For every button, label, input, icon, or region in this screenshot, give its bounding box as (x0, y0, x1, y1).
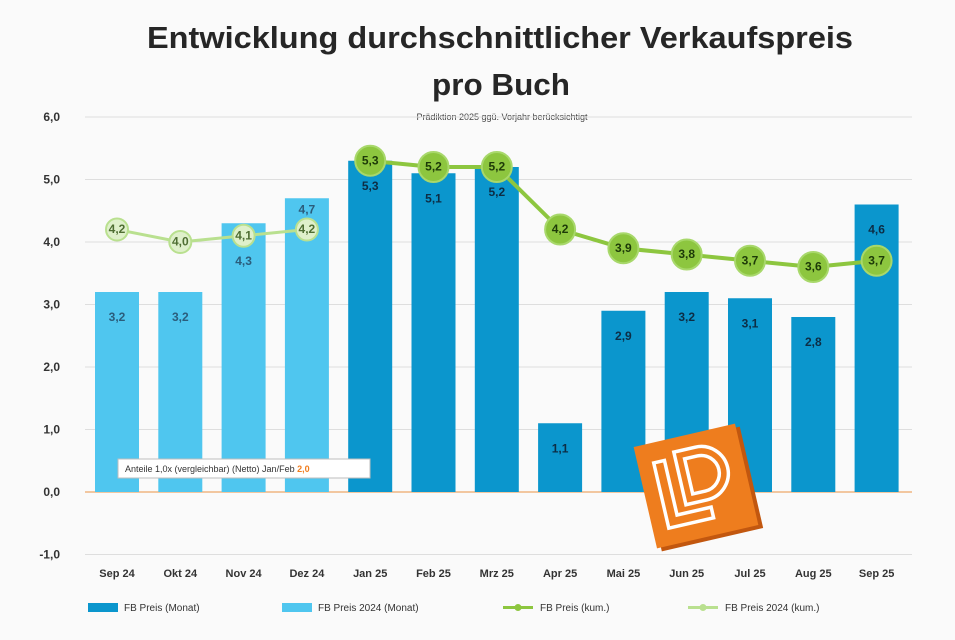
ld-logo (633, 423, 764, 552)
marker-label-2024-sep-24: 4,2 (109, 222, 126, 236)
bar-label-jul-25: 3,1 (742, 316, 759, 330)
legend-swatch-fb-preis-2024-monat (282, 603, 312, 612)
legend-label-fb-preis-2024-monat: FB Preis 2024 (Monat) (318, 603, 419, 614)
bar-label-mrz-25: 5,2 (488, 185, 505, 199)
y-tick-6-0: 6,0 (43, 110, 60, 124)
marker-sep-25 (860, 244, 893, 277)
marker-label-jan-25: 5,3 (362, 153, 379, 167)
bar-label-sep-25: 4,6 (868, 223, 885, 237)
marker-2024-okt-24 (168, 230, 193, 254)
marker-label-2024-nov-24: 4,1 (235, 228, 252, 242)
marker-2024-dez-24 (294, 217, 319, 242)
marker-label-2024-okt-24: 4,0 (172, 235, 189, 249)
bar-label-mai-25: 2,9 (615, 329, 632, 343)
bar-value-labels: 5,3 5,1 5,2 1,1 2,9 3,2 3,1 2,8 4,6 3,2 3,2 4,3 4,7 (109, 179, 886, 456)
bar-feb-25 (411, 173, 456, 492)
y-tick-1-0: -1,0 (39, 548, 60, 562)
bar-aug-25 (791, 317, 836, 492)
x-tick-sep-24: Sep 24 (99, 568, 135, 580)
marker-jun-25 (670, 238, 703, 271)
marker-label-mrz-25: 5,2 (488, 160, 505, 174)
annotation-value: 2,0 (297, 464, 310, 474)
bar-nov-24 (221, 223, 266, 492)
y-tick-5-0: 5,0 (43, 173, 60, 187)
legend-item-fb-preis-kum: FB Preis (kum.) (503, 603, 609, 614)
x-tick-mrz-25: Mrz 25 (480, 568, 514, 580)
marker-feb-25 (417, 151, 450, 183)
legend-item-fb-preis-monat: FB Preis (Monat) (88, 603, 200, 614)
x-tick-apr-25: Apr 25 (543, 568, 577, 580)
logo-letter-d-inner (682, 453, 722, 497)
bar-label-feb-25: 5,1 (425, 191, 442, 205)
bar-apr-25 (538, 423, 583, 492)
annotation-box: Anteile 1,0x (vergleichbar) (Netto) Jan/… (117, 458, 371, 479)
bar-label-okt-24: 3,2 (172, 310, 189, 324)
x-tick-feb-25: Feb 25 (416, 568, 451, 580)
annotation-frame (117, 458, 371, 479)
legend-marker-fb-preis-2024-kum (699, 604, 707, 611)
marker-label-sep-25: 3,7 (868, 253, 885, 267)
x-tick-nov-24: Nov 24 (226, 568, 263, 580)
bar-label-aug-25: 2,8 (805, 335, 822, 349)
marker-jul-25 (734, 244, 766, 277)
x-tick-okt-24: Okt 24 (163, 568, 198, 580)
marker-mrz-25 (480, 151, 513, 183)
bar-series (95, 160, 899, 492)
marker-label-feb-25: 5,2 (425, 160, 442, 174)
x-tick-sep-25: Sep 25 (859, 568, 894, 580)
marker-label-jun-25: 3,8 (678, 247, 695, 261)
chart-title-line-1: Entwicklung durchschnittlicher Verkaufsp… (147, 20, 853, 55)
marker-jan-25 (354, 144, 387, 177)
x-tick-jul-25: Jul 25 (734, 568, 765, 580)
x-tick-jun-25: Jun 25 (669, 568, 704, 580)
legend: FB Preis (Monat) FB Preis 2024 (Monat) F… (88, 603, 819, 614)
x-axis-labels: Sep 24 Okt 24 Nov 24 Dez 24 Jan 25 Feb 25 Mrz … (99, 568, 894, 580)
annotation-label: Anteile 1,0x (vergleichbar) (Netto) Jan/… (125, 464, 297, 474)
legend-swatch-fb-preis-monat (88, 603, 118, 612)
marker-label-apr-25: 4,2 (552, 222, 569, 236)
x-tick-aug-25: Aug 25 (795, 568, 832, 580)
y-tick-0-0: 0,0 (43, 485, 60, 499)
marker-mai-25 (607, 232, 640, 265)
legend-label-fb-preis-2024-kum: FB Preis 2024 (kum.) (725, 603, 819, 614)
line-fb-preis-2024-kum (116, 228, 308, 244)
bar-label-apr-25: 1,1 (552, 441, 569, 455)
logo-letter-l (651, 458, 716, 531)
bar-label-sep-24: 3,2 (109, 310, 126, 324)
marker-apr-25 (544, 213, 577, 246)
x-tick-mai-25: Mai 25 (607, 568, 641, 580)
legend-marker-fb-preis-kum (514, 604, 522, 611)
line-markers: 5,3 5,2 5,2 4,2 3,9 3,8 3,7 3,6 3,7 4,2 4,0 4,1 4,2 (105, 144, 893, 283)
marker-label-2024-dez-24: 4,2 (299, 222, 316, 236)
legend-item-fb-preis-2024-kum: FB Preis 2024 (kum.) (688, 603, 819, 614)
y-axis-grid: 6,0 5,0 4,0 3,0 2,0 1,0 0,0 -1,0 (39, 110, 912, 562)
bar-jan-25 (348, 160, 393, 492)
bar-label-dez-24: 4,7 (299, 202, 316, 216)
marker-label-mai-25: 3,9 (615, 241, 632, 255)
legend-label-fb-preis-monat: FB Preis (Monat) (124, 603, 200, 614)
y-tick-3-0: 3,0 (43, 298, 60, 312)
bar-label-nov-24: 4,3 (235, 254, 252, 268)
y-tick-1-0: 1,0 (43, 423, 60, 437)
annotation-text: Anteile 1,0x (vergleichbar) (Netto) Jan/… (125, 464, 310, 474)
logo-letter-d-outer (671, 444, 731, 507)
marker-label-jul-25: 3,7 (742, 253, 759, 267)
marker-aug-25 (797, 251, 830, 283)
bar-mrz-25 (474, 167, 519, 492)
x-tick-jan-25: Jan 25 (353, 568, 387, 580)
marker-label-aug-25: 3,6 (805, 260, 822, 274)
y-tick-4-0: 4,0 (43, 235, 60, 249)
marker-2024-sep-24 (105, 217, 129, 242)
bar-dez-24 (284, 198, 329, 492)
marker-2024-nov-24 (231, 223, 256, 248)
chart-title-line-2: pro Buch (432, 67, 570, 102)
legend-item-fb-preis-2024-monat: FB Preis 2024 (Monat) (282, 603, 419, 614)
bar-label-jun-25: 3,2 (678, 310, 695, 324)
bar-label-jan-25: 5,3 (362, 179, 379, 193)
x-tick-dez-24: Dez 24 (289, 568, 325, 580)
y-tick-2-0: 2,0 (43, 360, 60, 374)
legend-label-fb-preis-kum: FB Preis (kum.) (540, 603, 609, 614)
